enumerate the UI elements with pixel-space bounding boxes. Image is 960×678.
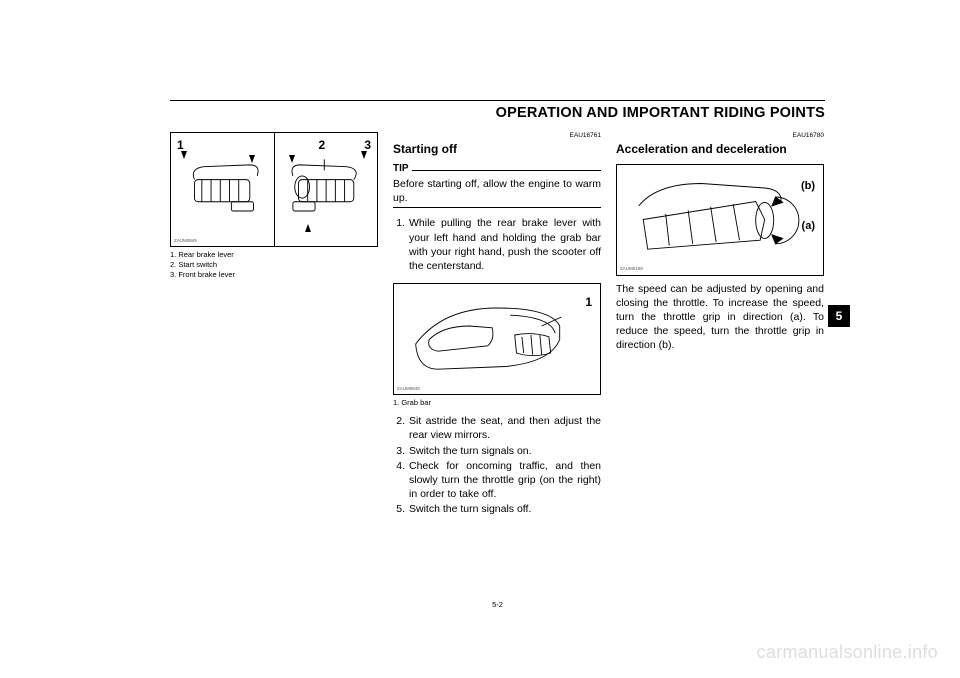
step-number: 2. — [393, 414, 409, 442]
figure-code: ZAUM0199 — [620, 266, 643, 272]
caption-line: 3. Front brake lever — [170, 270, 378, 280]
step-text: Check for oncoming traffic, and then slo… — [409, 459, 601, 502]
arrow-down-icon — [249, 155, 255, 163]
scooter-rear-icon — [404, 290, 589, 389]
tip-text: Before starting off, allow the engine to… — [393, 177, 601, 205]
step-number: 4. — [393, 459, 409, 502]
figure-caption-list: 1. Rear brake lever 2. Start switch 3. F… — [170, 250, 378, 280]
list-item: 5.Switch the turn signals off. — [393, 502, 601, 516]
column-1: 1 ZAUM0849 2 — [170, 132, 378, 518]
arrow-down-icon — [289, 155, 295, 163]
list-item: 1.While pulling the rear brake lever wit… — [393, 216, 601, 273]
step-text: Sit astride the seat, and then adjust th… — [409, 414, 601, 442]
figure-throttle: (b) (a) ZAUM0199 — [616, 164, 824, 276]
caption-line: 2. Start switch — [170, 260, 378, 270]
column-3: EAU16780 Acceleration and deceleration (… — [616, 132, 824, 518]
figure-code: ZAUM0849 — [397, 386, 420, 392]
step-number: 5. — [393, 502, 409, 516]
watermark: carmanualsonline.info — [757, 640, 938, 664]
figure-grab-bar: 1 ZAUM0849 — [393, 283, 601, 395]
figure-panel-right: 2 3 — [274, 133, 378, 246]
columns: 1 ZAUM0849 2 — [170, 132, 825, 518]
step-text: Switch the turn signals on. — [409, 444, 601, 458]
callout-2: 2 — [319, 137, 326, 153]
figure-panel-left: 1 ZAUM0849 — [171, 133, 274, 246]
ref-code: EAU16761 — [393, 132, 601, 141]
label-b: (b) — [801, 179, 815, 194]
column-2: EAU16761 Starting off TIP Before startin… — [393, 132, 601, 518]
figure-code: ZAUM0849 — [174, 238, 197, 244]
page-content: OPERATION AND IMPORTANT RIDING POINTS 1 — [170, 100, 825, 590]
step-list-bottom: 2.Sit astride the seat, and then adjust … — [393, 414, 601, 516]
figure-handlebars: 1 ZAUM0849 2 — [170, 132, 378, 247]
callout-1: 1 — [585, 294, 592, 310]
throttle-grip-icon — [627, 170, 812, 269]
tip-heading: TIP — [393, 162, 601, 176]
step-text: Switch the turn signals off. — [409, 502, 601, 516]
page-title: OPERATION AND IMPORTANT RIDING POINTS — [170, 104, 825, 124]
list-item: 4.Check for oncoming traffic, and then s… — [393, 459, 601, 502]
handlebar-left-icon — [176, 138, 268, 240]
section-title-accel: Acceleration and deceleration — [616, 141, 824, 157]
section-title-starting-off: Starting off — [393, 141, 601, 157]
tip-bottom-rule — [393, 207, 601, 208]
chapter-tab: 5 — [828, 305, 850, 327]
step-text: While pulling the rear brake lever with … — [409, 216, 601, 273]
step-list-top: 1.While pulling the rear brake lever wit… — [393, 216, 601, 273]
step-number: 1. — [393, 216, 409, 273]
caption-line: 1. Rear brake lever — [170, 250, 378, 260]
ref-code: EAU16780 — [616, 132, 824, 141]
tip-rule — [412, 170, 601, 171]
arrow-up-icon — [305, 224, 311, 232]
label-a: (a) — [802, 219, 815, 234]
list-item: 3.Switch the turn signals on. — [393, 444, 601, 458]
tip-label: TIP — [393, 162, 409, 176]
top-rule — [170, 100, 825, 101]
handlebar-right-icon — [280, 138, 372, 240]
list-item: 2.Sit astride the seat, and then adjust … — [393, 414, 601, 442]
arrow-down-icon — [181, 151, 187, 159]
page-number: 5-2 — [492, 600, 503, 610]
figure-caption: 1. Grab bar — [393, 398, 601, 408]
step-number: 3. — [393, 444, 409, 458]
body-text: The speed can be adjusted by opening and… — [616, 282, 824, 353]
arrow-down-icon — [361, 151, 367, 159]
